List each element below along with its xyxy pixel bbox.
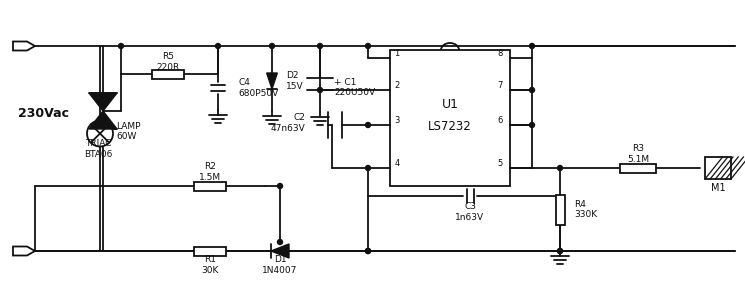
Circle shape — [317, 88, 323, 92]
Text: + C1
220U50V: + C1 220U50V — [334, 78, 375, 97]
Polygon shape — [89, 93, 117, 111]
Circle shape — [366, 166, 370, 170]
Text: R4
330K: R4 330K — [574, 200, 597, 219]
Circle shape — [118, 43, 124, 48]
Circle shape — [530, 122, 534, 128]
Text: R3
5.1M: R3 5.1M — [627, 144, 649, 164]
Circle shape — [277, 184, 282, 188]
Circle shape — [557, 166, 562, 170]
Circle shape — [366, 43, 370, 48]
Text: 3: 3 — [394, 115, 399, 125]
Circle shape — [87, 121, 113, 147]
Text: 1: 1 — [394, 48, 399, 58]
Polygon shape — [267, 73, 277, 89]
Text: D2
15V: D2 15V — [286, 71, 304, 91]
Bar — [194, 181, 226, 191]
Circle shape — [317, 43, 323, 48]
FancyArrow shape — [13, 42, 35, 50]
Bar — [194, 247, 226, 256]
Text: 6: 6 — [498, 115, 503, 125]
Text: C2
47n63V: C2 47n63V — [270, 113, 305, 133]
Text: M1: M1 — [711, 183, 726, 193]
Bar — [705, 157, 731, 179]
Bar — [390, 50, 510, 186]
Text: C4
680P50V: C4 680P50V — [238, 78, 278, 98]
Text: LAMP
60W: LAMP 60W — [116, 122, 141, 141]
Circle shape — [277, 240, 282, 244]
Circle shape — [530, 88, 534, 92]
Text: LS7232: LS7232 — [428, 120, 472, 132]
Text: R5
220R: R5 220R — [156, 52, 180, 72]
Circle shape — [366, 248, 370, 253]
Text: TRIAC
BTA06: TRIAC BTA06 — [84, 139, 112, 159]
Polygon shape — [271, 244, 289, 258]
Text: 7: 7 — [498, 80, 503, 89]
Text: D1
1N4007: D1 1N4007 — [262, 255, 298, 275]
Bar — [620, 163, 656, 173]
Bar — [556, 195, 565, 225]
FancyArrow shape — [13, 247, 35, 256]
Circle shape — [270, 43, 274, 48]
Text: R1
30K: R1 30K — [201, 255, 219, 275]
Text: 4: 4 — [394, 159, 399, 167]
Circle shape — [366, 122, 370, 128]
Circle shape — [215, 43, 221, 48]
Text: R2
1.5M: R2 1.5M — [199, 162, 221, 182]
Circle shape — [557, 248, 562, 253]
Circle shape — [530, 43, 534, 48]
Text: 8: 8 — [498, 48, 503, 58]
Text: C3
1n63V: C3 1n63V — [455, 202, 484, 222]
Polygon shape — [89, 111, 117, 129]
Circle shape — [557, 248, 562, 253]
Text: 2: 2 — [394, 80, 399, 89]
Circle shape — [366, 248, 370, 253]
Text: U1: U1 — [442, 98, 458, 110]
Text: 230Vac: 230Vac — [18, 107, 69, 120]
Bar — [152, 69, 184, 79]
Text: 5: 5 — [498, 159, 503, 167]
